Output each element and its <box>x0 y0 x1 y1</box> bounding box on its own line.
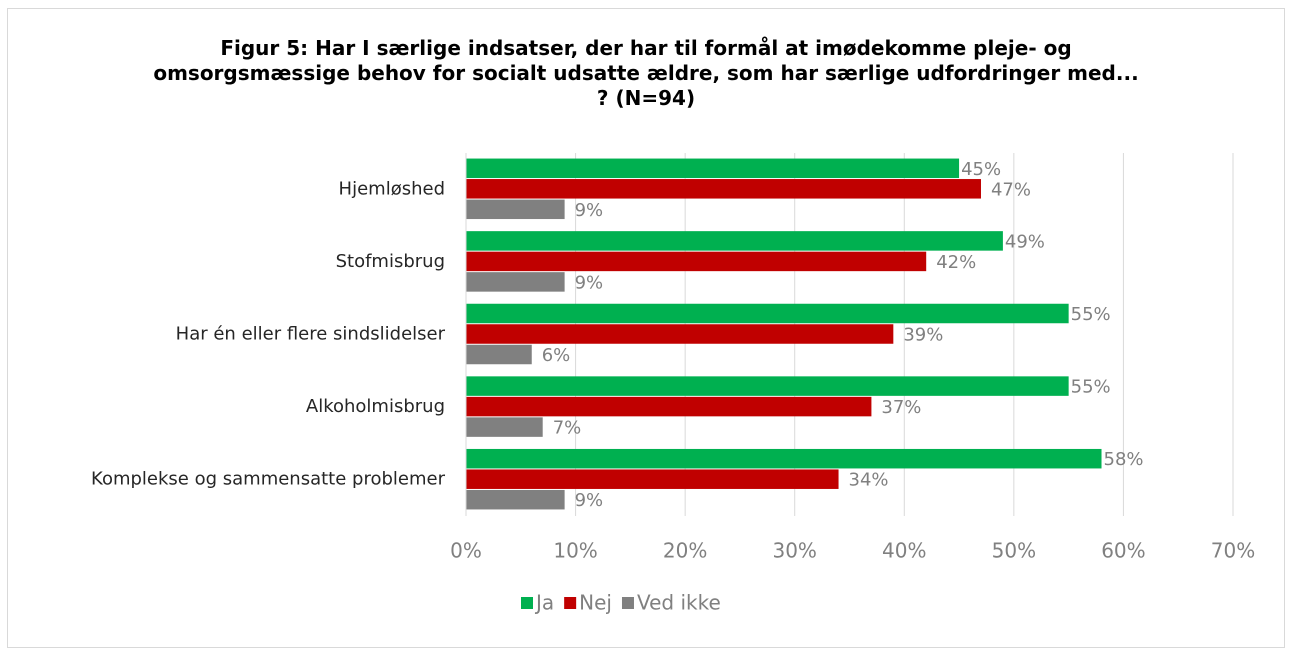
value-label: 55% <box>1071 304 1111 325</box>
bar <box>466 396 872 417</box>
y-tick-label: Stofmisbrug <box>336 251 445 272</box>
x-tick-label: 60% <box>1101 539 1145 563</box>
x-tick-label: 50% <box>992 539 1036 563</box>
legend-label: Ja <box>534 591 554 615</box>
bar <box>466 376 1069 396</box>
x-tick-label: 40% <box>882 539 926 563</box>
value-label: 55% <box>1071 377 1111 398</box>
chart: 0% 10% 20% 30% 40% 50% 60% 70% Hjemløshed 45%47% 9… <box>91 153 1255 615</box>
bar <box>466 199 565 220</box>
bar <box>466 231 1003 251</box>
y-tick-label: Alkoholmisbrug <box>306 396 445 417</box>
bar <box>466 272 565 292</box>
bar <box>466 324 894 344</box>
bar <box>466 344 532 365</box>
legend-label: Ved ikke <box>637 591 721 615</box>
chart-title: Figur 5: Har I særlige indsatser, der ha… <box>153 36 1139 110</box>
bar <box>466 417 543 437</box>
bar <box>466 158 960 179</box>
value-label: 9% <box>575 272 604 293</box>
bar <box>466 489 565 510</box>
value-label: 9% <box>575 490 604 511</box>
value-label: 45% <box>961 159 1001 180</box>
page: Figur 5: Har I særlige indsatser, der ha… <box>7 8 1285 648</box>
value-label: 34% <box>849 470 889 491</box>
value-label: 49% <box>1005 231 1045 252</box>
value-label: 6% <box>542 345 571 366</box>
value-label: 47% <box>991 179 1031 200</box>
legend-label: Nej <box>579 591 612 615</box>
x-tick-label: 70% <box>1211 539 1255 563</box>
legend-swatch <box>621 597 634 609</box>
bar <box>466 251 927 272</box>
y-tick-label: Har én eller flere sindslidelser <box>176 324 446 345</box>
x-tick-label: 0% <box>450 539 482 563</box>
bar <box>466 469 839 489</box>
y-tick-label: Hjemløshed <box>339 178 445 199</box>
x-tick-label: 30% <box>772 539 816 563</box>
bar <box>466 448 1102 469</box>
y-tick-label: Komplekse og sammensatte problemer <box>91 469 446 490</box>
legend-swatch <box>521 597 533 609</box>
value-label: 7% <box>553 418 582 439</box>
value-label: 9% <box>575 200 604 221</box>
value-label: 58% <box>1104 449 1144 470</box>
legend-swatch <box>564 597 577 609</box>
x-tick-label: 20% <box>663 539 707 563</box>
bar <box>466 303 1069 324</box>
bar <box>466 179 981 199</box>
value-label: 37% <box>881 397 921 418</box>
value-label: 42% <box>936 252 976 273</box>
value-label: 39% <box>903 325 943 346</box>
x-tick-label: 10% <box>553 539 597 563</box>
